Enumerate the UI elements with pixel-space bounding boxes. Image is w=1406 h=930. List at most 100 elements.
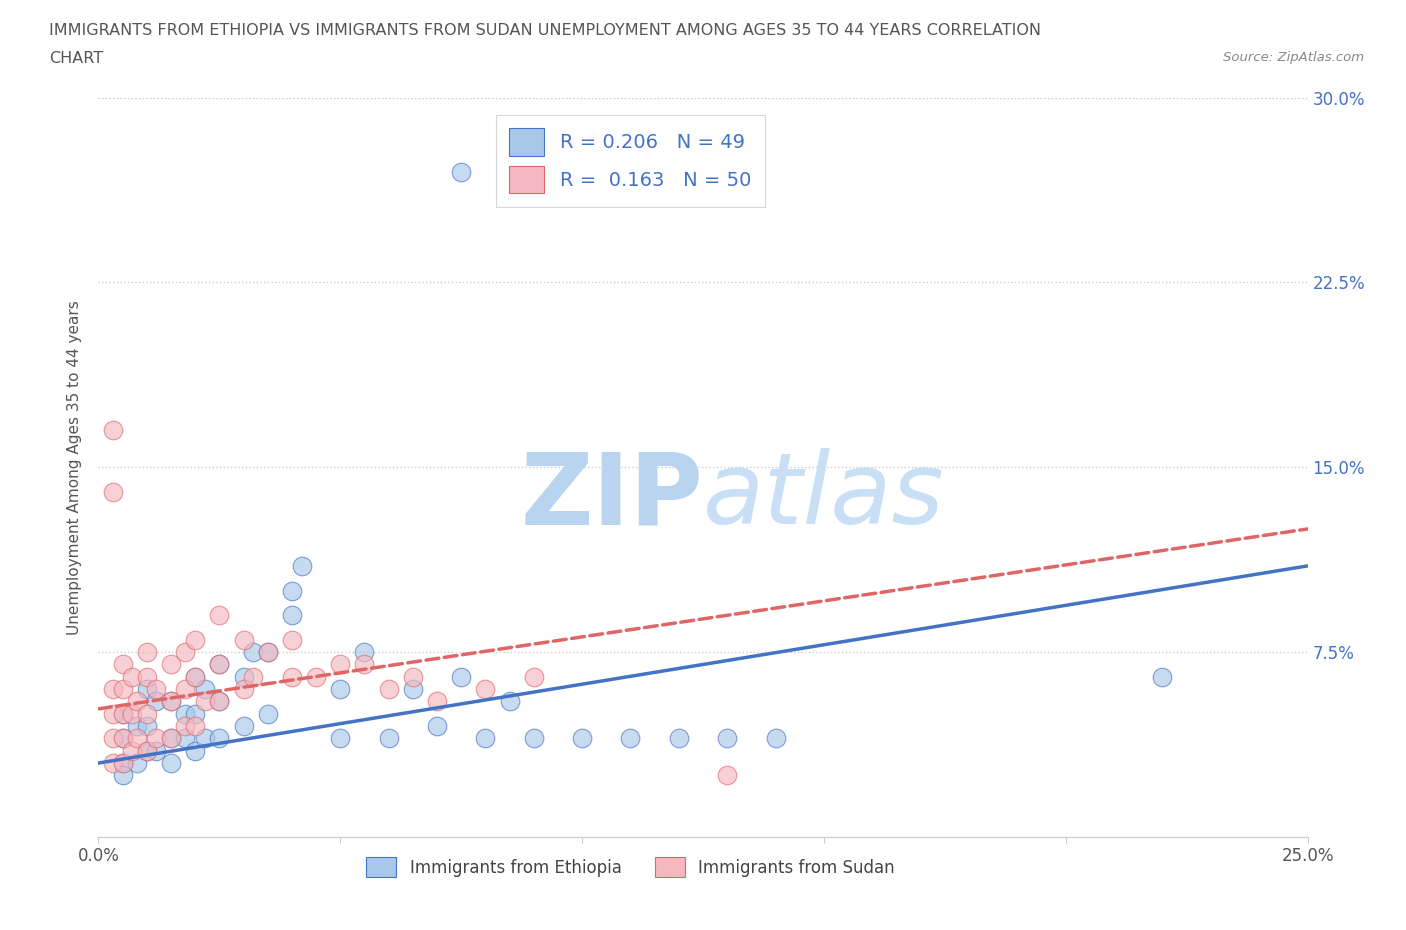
Point	[765, 731, 787, 746]
Point	[450, 670, 472, 684]
Point	[145, 731, 167, 746]
Point	[194, 694, 217, 709]
Point	[184, 707, 207, 722]
Point	[135, 682, 157, 697]
Point	[160, 755, 183, 770]
Point	[127, 755, 149, 770]
Point	[111, 731, 134, 746]
Text: Source: ZipAtlas.com: Source: ZipAtlas.com	[1223, 51, 1364, 64]
Point	[290, 558, 312, 573]
Point	[111, 682, 134, 697]
Point	[174, 731, 197, 746]
Point	[184, 670, 207, 684]
Point	[256, 644, 278, 659]
Point	[353, 657, 375, 671]
Point	[208, 694, 231, 709]
Point	[160, 694, 183, 709]
Point	[111, 657, 134, 671]
Point	[426, 719, 449, 734]
Point	[160, 657, 183, 671]
Point	[232, 682, 254, 697]
Point	[474, 682, 496, 697]
Point	[101, 485, 124, 499]
Point	[111, 707, 134, 722]
Point	[121, 743, 143, 758]
Point	[232, 632, 254, 647]
Point	[101, 707, 124, 722]
Point	[135, 743, 157, 758]
Point	[426, 694, 449, 709]
Point	[1152, 670, 1174, 684]
Point	[402, 670, 425, 684]
Point	[232, 670, 254, 684]
Point	[101, 423, 124, 438]
Point	[716, 731, 738, 746]
Point	[145, 682, 167, 697]
Point	[619, 731, 641, 746]
Point	[281, 670, 304, 684]
Point	[135, 743, 157, 758]
Point	[242, 670, 264, 684]
Point	[160, 731, 183, 746]
Point	[174, 644, 197, 659]
Point	[101, 682, 124, 697]
Point	[281, 632, 304, 647]
Text: CHART: CHART	[49, 51, 103, 66]
Point	[111, 707, 134, 722]
Point	[121, 707, 143, 722]
Point	[111, 731, 134, 746]
Point	[160, 694, 183, 709]
Point	[402, 682, 425, 697]
Point	[194, 682, 217, 697]
Point	[127, 731, 149, 746]
Point	[353, 644, 375, 659]
Point	[135, 707, 157, 722]
Point	[127, 719, 149, 734]
Point	[242, 644, 264, 659]
Point	[135, 644, 157, 659]
Point	[208, 694, 231, 709]
Point	[145, 743, 167, 758]
Point	[135, 719, 157, 734]
Point	[208, 731, 231, 746]
Point	[174, 707, 197, 722]
Point	[101, 755, 124, 770]
Point	[668, 731, 690, 746]
Point	[498, 694, 520, 709]
Point	[174, 719, 197, 734]
Point	[174, 682, 197, 697]
Point	[194, 731, 217, 746]
Point	[208, 657, 231, 671]
Point	[208, 657, 231, 671]
Point	[474, 731, 496, 746]
Point	[184, 743, 207, 758]
Point	[111, 768, 134, 783]
Point	[256, 707, 278, 722]
Point	[523, 670, 546, 684]
Point	[184, 632, 207, 647]
Point	[145, 694, 167, 709]
Point	[329, 657, 352, 671]
Point	[208, 608, 231, 623]
Legend: Immigrants from Ethiopia, Immigrants from Sudan: Immigrants from Ethiopia, Immigrants fro…	[360, 850, 901, 884]
Point	[232, 719, 254, 734]
Point	[184, 670, 207, 684]
Point	[111, 755, 134, 770]
Point	[377, 682, 399, 697]
Point	[101, 731, 124, 746]
Point	[281, 583, 304, 598]
Point	[377, 731, 399, 746]
Text: ZIP: ZIP	[520, 448, 703, 545]
Y-axis label: Unemployment Among Ages 35 to 44 years: Unemployment Among Ages 35 to 44 years	[67, 300, 83, 634]
Point	[160, 731, 183, 746]
Point	[329, 682, 352, 697]
Text: atlas: atlas	[703, 448, 945, 545]
Point	[716, 768, 738, 783]
Point	[281, 608, 304, 623]
Point	[184, 719, 207, 734]
Point	[450, 164, 472, 179]
Point	[121, 670, 143, 684]
Point	[305, 670, 328, 684]
Point	[571, 731, 593, 746]
Point	[111, 755, 134, 770]
